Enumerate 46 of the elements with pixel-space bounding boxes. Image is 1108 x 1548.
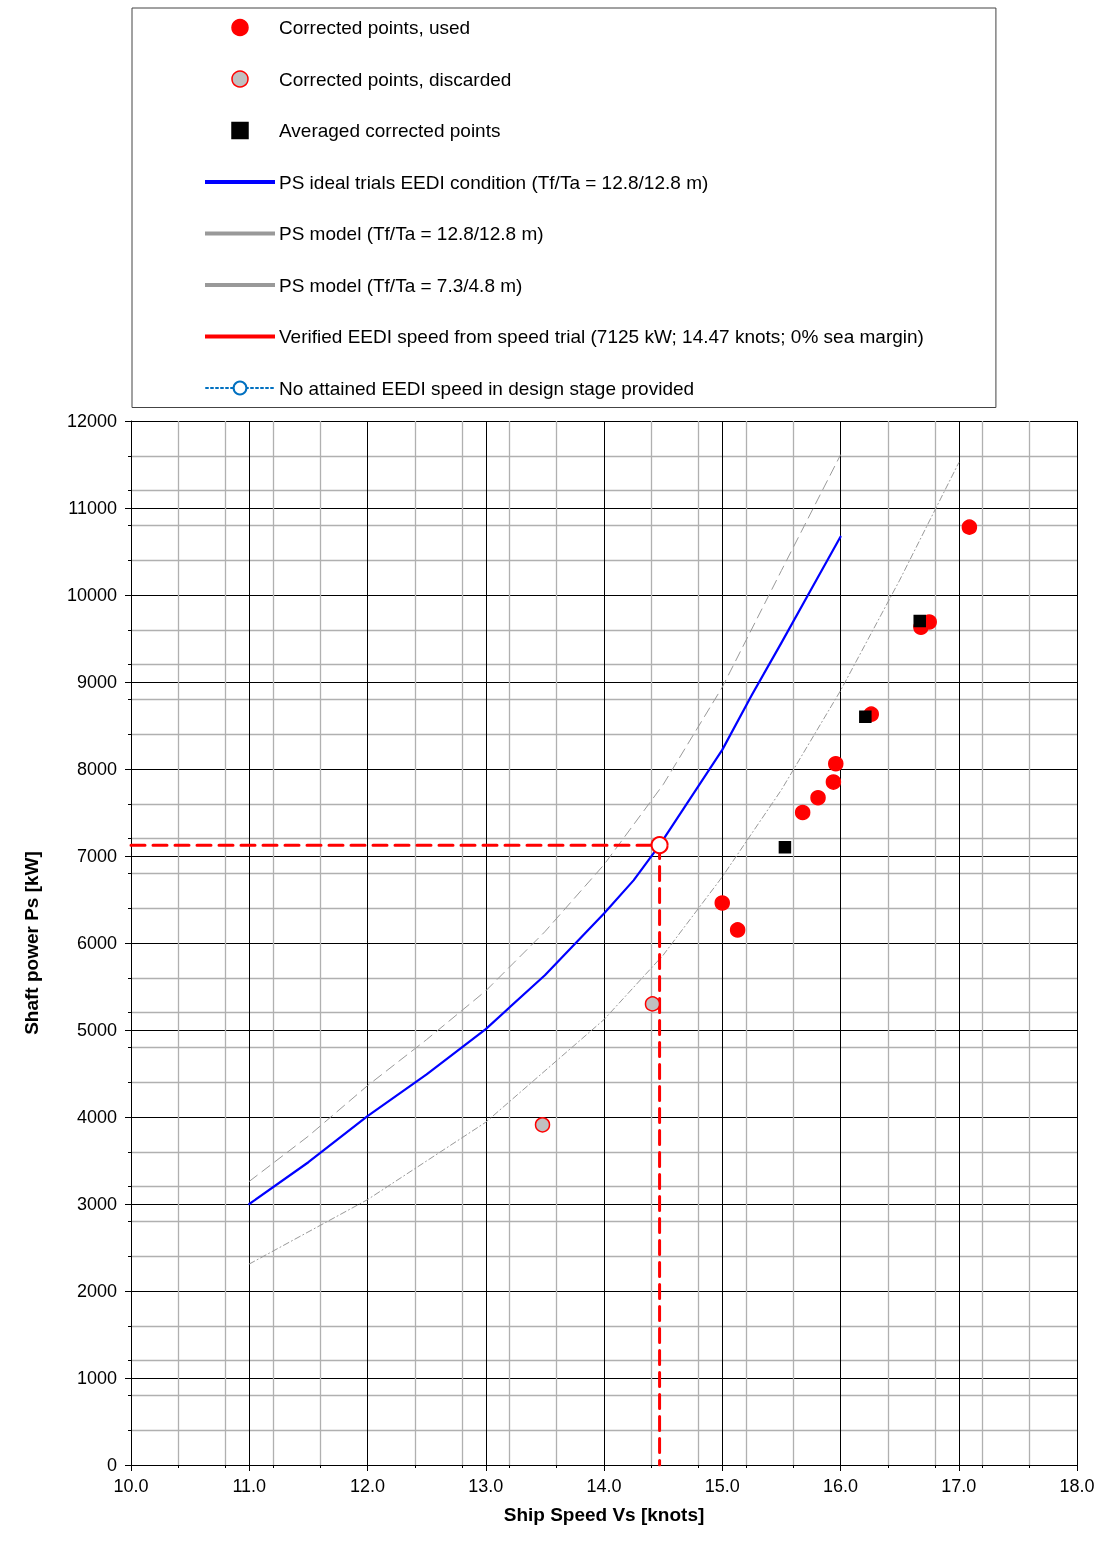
legend-label: Verified EEDI speed from speed trial (7125 kW; 14.47 knots; 0% sea margin)	[279, 326, 924, 347]
legend-label: PS ideal trials EEDI condition (Tf/Ta = 12.8/12.8 m)	[279, 171, 709, 193]
x-tick-label: 17.0	[941, 1476, 977, 1496]
point	[534, 1117, 551, 1133]
point	[778, 841, 792, 854]
legend-label: Corrected points, used	[279, 17, 471, 38]
point	[828, 756, 844, 772]
y-tick-label: 0	[106, 1455, 117, 1475]
y-tick-label: 12000	[66, 411, 117, 431]
x-tick-label: 13.0	[468, 1476, 504, 1496]
point	[859, 710, 872, 724]
y-tick-label: 4000	[76, 1107, 117, 1127]
point	[644, 996, 661, 1012]
y-tick-label: 7000	[76, 846, 117, 866]
x-tick-label: 14.0	[586, 1476, 622, 1496]
x-axis-title: Ship Speed Vs [knots]	[503, 1504, 705, 1525]
y-tick-label: 10000	[66, 585, 117, 605]
legend-label: PS model (Tf/Ta = 7.3/4.8 m)	[279, 274, 523, 296]
x-tick-label: 16.0	[822, 1476, 859, 1496]
y-tick-label: 6000	[76, 933, 117, 953]
legend-label: Corrected points, discarded	[279, 68, 512, 90]
x-tick-label: 15.0	[704, 1476, 740, 1496]
y-tick-label: 11000	[68, 498, 117, 518]
x-tick-label: 10.0	[113, 1476, 149, 1496]
point	[729, 922, 746, 938]
legend-label: No attained EEDI speed in design stage provided	[279, 377, 695, 399]
point	[825, 774, 842, 790]
y-tick-label: 3000	[76, 1194, 117, 1214]
line-series	[248, 462, 960, 1265]
point	[794, 804, 811, 821]
y-tick-label: 8000	[76, 759, 117, 779]
y-tick-label: 2000	[76, 1281, 117, 1301]
x-tick-label: 12.0	[349, 1476, 386, 1496]
y-tick-label: 9000	[76, 672, 117, 692]
legend-label: Averaged corrected points	[279, 120, 501, 141]
point	[714, 895, 730, 911]
x-tick-label: 18.0	[1059, 1476, 1095, 1496]
point	[913, 614, 926, 628]
y-tick-label: 5000	[76, 1020, 117, 1040]
legend-label: PS model (Tf/Ta = 12.8/12.8 m)	[279, 223, 544, 244]
point	[961, 519, 978, 535]
x-tick-label: 11.0	[232, 1476, 267, 1496]
point	[650, 836, 669, 855]
y-axis-title: Shaft power Ps [kW]	[21, 851, 42, 1035]
point	[810, 789, 826, 806]
y-tick-label: 1000	[76, 1368, 117, 1388]
